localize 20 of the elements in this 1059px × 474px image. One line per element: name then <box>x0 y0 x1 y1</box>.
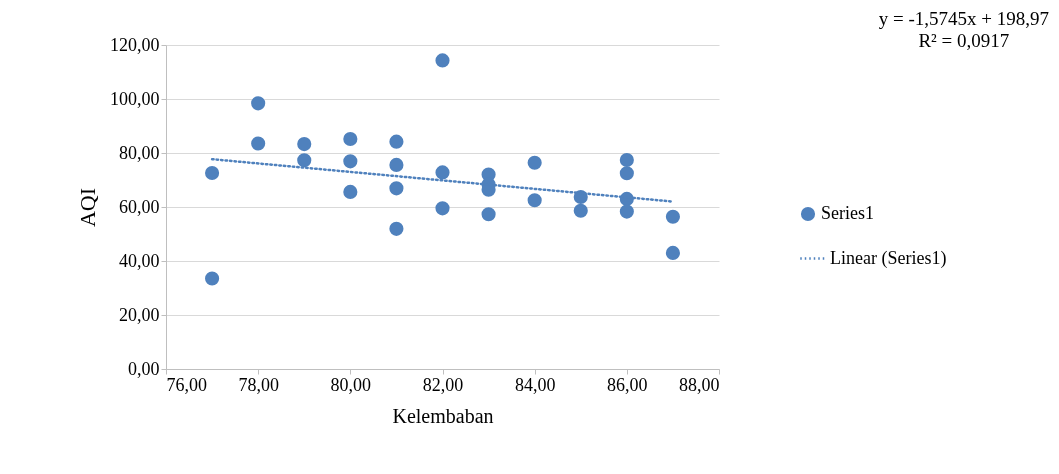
x-tick-label: 84,00 <box>514 374 556 395</box>
x-tick-label: 78,00 <box>238 374 279 395</box>
y-tick-label: 100,00 <box>110 88 160 109</box>
text: R² = 0,0917 <box>917 30 1011 52</box>
x-tick-label: 86,00 <box>607 374 648 395</box>
y-axis-title: AQI <box>75 187 100 228</box>
x-tick-label: 88,00 <box>679 374 720 395</box>
y-tick-label: 0,00 <box>128 358 160 379</box>
x-tick-label: 80,00 <box>330 374 372 395</box>
x-tick-label: 76,00 <box>166 374 207 395</box>
x-tick-label: 82,00 <box>422 374 464 395</box>
y-tick-label: 60,00 <box>119 196 160 217</box>
y-tick-label: 20,00 <box>119 304 160 325</box>
y-tick-label: 40,00 <box>119 250 160 271</box>
x-axis-title: Kelembaban <box>392 404 494 427</box>
y-tick-label: 80,00 <box>119 142 160 163</box>
text: y = -1,5745x + 198,97 <box>878 8 1049 30</box>
legend-label: Series1 <box>821 203 874 223</box>
y-tick-label: 120,00 <box>110 34 160 55</box>
legend-label: Linear (Series1) <box>830 247 947 269</box>
